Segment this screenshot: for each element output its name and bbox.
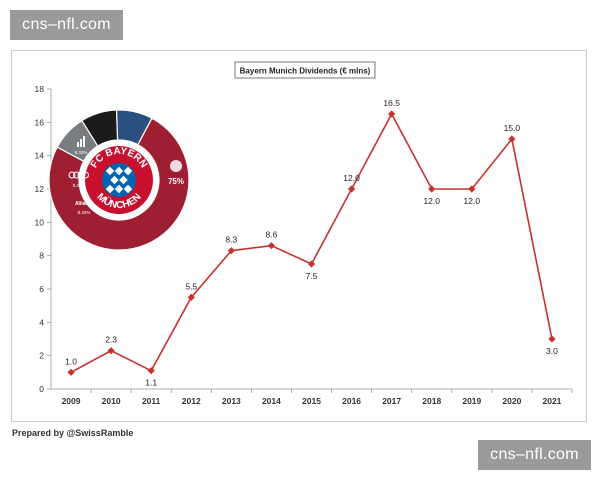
ownership-donut: FC BAYERN MÜNCHEN 75% — [48, 109, 190, 251]
data-point — [147, 367, 155, 375]
x-tick-label: 2016 — [342, 396, 361, 406]
data-point — [548, 335, 556, 343]
data-label: 7.5 — [306, 271, 318, 281]
data-label: 12.0 — [423, 196, 440, 206]
crest-bottom-text: MÜNCHEN — [94, 192, 143, 212]
data-point — [468, 185, 476, 193]
data-label: 1.1 — [145, 378, 157, 388]
credit-text: Prepared by @SwissRamble — [12, 428, 134, 438]
data-point — [428, 185, 436, 193]
x-tick-label: 2013 — [222, 396, 241, 406]
donut-segments — [48, 109, 190, 251]
x-tick-label: 2009 — [62, 396, 81, 406]
x-tick-label: 2018 — [422, 396, 441, 406]
x-tick-label: 2014 — [262, 396, 281, 406]
y-tick-label: 8 — [39, 251, 44, 261]
donut-segment-fc-bayern — [48, 117, 190, 251]
x-tick-label: 2021 — [543, 396, 562, 406]
y-tick-label: 2 — [39, 351, 44, 361]
y-tick-label: 0 — [39, 384, 44, 394]
y-tick-label: 4 — [39, 317, 44, 327]
y-tick-label: 6 — [39, 284, 44, 294]
x-tick-label: 2019 — [462, 396, 481, 406]
chart-frame: 0 2 4 6 8 10 12 14 16 18 2009 2010 2011 2012 2013 2014 2… — [11, 50, 587, 422]
chart-title: Bayern Munich Dividends (€ mlns) — [240, 67, 371, 76]
y-tick-label: 14 — [35, 151, 45, 161]
x-tick-label: 2011 — [142, 396, 161, 406]
x-tick-label: 2015 — [302, 396, 321, 406]
x-tick-label: 2020 — [502, 396, 521, 406]
crest-diamond-pattern — [105, 166, 133, 194]
x-tick-label: 2017 — [382, 396, 401, 406]
adidas-icon — [77, 136, 85, 147]
chart-axes: 0 2 4 6 8 10 12 14 16 18 2009 2010 2011 2012 2013 2014 2… — [35, 84, 573, 406]
data-point — [67, 368, 75, 376]
data-point — [267, 242, 276, 250]
y-tick-label: 18 — [35, 84, 45, 94]
chart-series: 1.0 2.3 1.1 5.5 8.3 8.6 7.5 12.0 16.5 12.0 12.0 15.… — [65, 98, 558, 388]
data-point — [347, 185, 356, 193]
data-point — [227, 247, 235, 255]
allianz-wordmark: Allianz — [75, 201, 92, 207]
y-tick-label: 12 — [35, 184, 45, 194]
data-label: 12.0 — [464, 196, 481, 206]
data-point — [508, 135, 516, 143]
y-tick-label: 10 — [35, 217, 45, 227]
data-label: 3.0 — [546, 346, 558, 356]
watermark-bottom: cns–nfl.com — [478, 440, 591, 470]
data-point — [388, 110, 396, 118]
x-tick-label: 2012 — [182, 396, 201, 406]
donut-segment-allianz — [115, 109, 153, 146]
data-label: 2.3 — [105, 335, 117, 345]
data-label: 1.0 — [65, 356, 77, 366]
segment-pct-audi: 8.33% — [73, 183, 86, 188]
segment-pct-fcb: 75% — [168, 177, 184, 186]
watermark-top: cns–nfl.com — [10, 10, 123, 40]
data-label: 16.5 — [383, 98, 400, 108]
line-chart: 0 2 4 6 8 10 12 14 16 18 2009 2010 2011 2012 2013 2014 2… — [35, 61, 573, 406]
data-label: 15.0 — [504, 123, 521, 133]
data-point — [307, 260, 316, 268]
audi-rings-icon — [68, 171, 89, 179]
data-label: 5.5 — [185, 281, 197, 291]
data-label: 8.6 — [266, 230, 278, 240]
segment-pct-adidas: 8.33% — [75, 150, 88, 155]
chart-title-box: Bayern Munich Dividends (€ mlns) — [234, 61, 376, 79]
x-tick-label: 2010 — [102, 396, 121, 406]
data-label: 12.0 — [343, 173, 360, 183]
segment-pct-allianz: 8.33% — [78, 210, 91, 215]
data-point — [107, 347, 115, 355]
y-tick-label: 16 — [35, 117, 45, 127]
data-label: 8.3 — [225, 235, 237, 245]
fcb-mini-crest-icon — [170, 160, 182, 172]
